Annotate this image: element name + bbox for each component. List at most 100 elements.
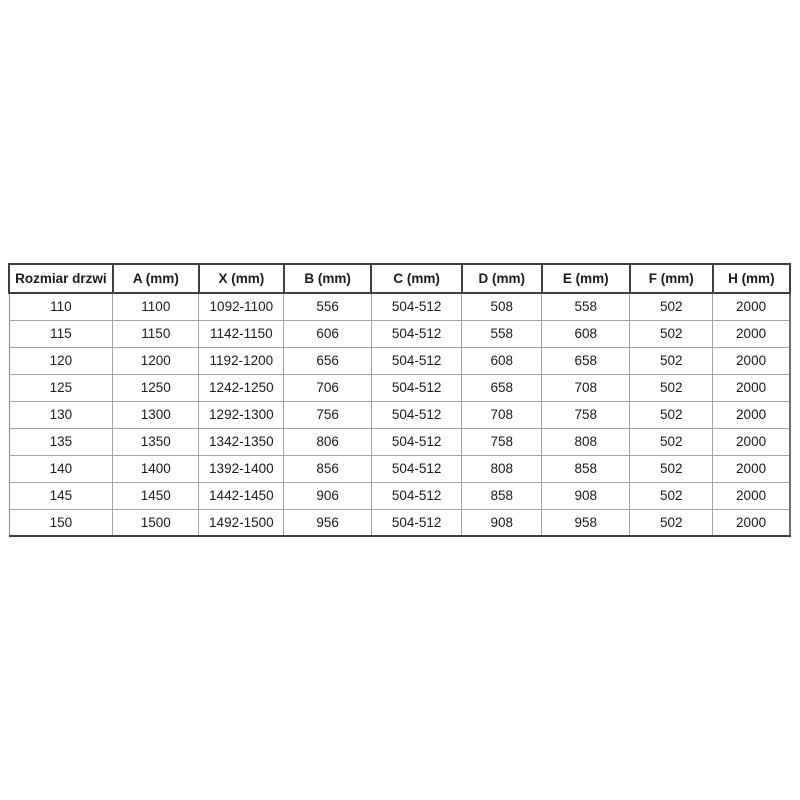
- table-row: 110 1100 1092-1100 556 504-512 508 558 502 2000: [8, 292, 792, 321]
- table-cell: 1200: [112, 346, 200, 375]
- table-cell: 1392-1400: [198, 454, 285, 483]
- table-cell: 608: [461, 346, 543, 375]
- table-cell: 502: [629, 319, 714, 348]
- table-cell: 2000: [712, 346, 792, 375]
- table-cell: 502: [629, 427, 714, 456]
- table-cell: 504-512: [370, 481, 463, 510]
- table-cell: 1192-1200: [198, 346, 285, 375]
- table-cell: 508: [461, 292, 543, 321]
- table-body: 110 1100 1092-1100 556 504-512 508 558 502 2000 1…: [8, 292, 792, 537]
- table-cell: 756: [283, 400, 372, 429]
- table-cell: 502: [629, 373, 714, 402]
- table-cell: 1342-1350: [198, 427, 285, 456]
- table-cell: 758: [461, 427, 543, 456]
- table-cell: 856: [283, 454, 372, 483]
- table-cell: 130: [8, 400, 114, 429]
- table-cell: 1492-1500: [198, 508, 285, 537]
- table-cell: 502: [629, 292, 714, 321]
- table-cell: 502: [629, 508, 714, 537]
- table-cell: 608: [541, 319, 631, 348]
- table-cell: 708: [541, 373, 631, 402]
- table-cell: 908: [541, 481, 631, 510]
- table-row: 130 1300 1292-1300 756 504-512 708 758 502 2000: [8, 400, 792, 429]
- table-cell: 504-512: [370, 373, 463, 402]
- table-cell: 2000: [712, 373, 792, 402]
- table-cell: 115: [8, 319, 114, 348]
- table-cell: 906: [283, 481, 372, 510]
- header-row: Rozmiar drzwi A (mm) X (mm) B (mm) C (mm) D (…: [8, 263, 792, 294]
- table-cell: 2000: [712, 454, 792, 483]
- table-cell: 2000: [712, 400, 792, 429]
- table-cell: 504-512: [370, 319, 463, 348]
- table-cell: 150: [8, 508, 114, 537]
- table-cell: 502: [629, 481, 714, 510]
- column-header: H (mm): [711, 263, 792, 294]
- table-cell: 140: [8, 454, 114, 483]
- table-cell: 135: [8, 427, 114, 456]
- table-row: 125 1250 1242-1250 706 504-512 658 708 502 2000: [8, 373, 792, 402]
- door-size-spec-table: Rozmiar drzwi A (mm) X (mm) B (mm) C (mm) D (…: [8, 263, 792, 537]
- table-cell: 558: [541, 292, 631, 321]
- table-cell: 504-512: [370, 427, 463, 456]
- column-header: X (mm): [197, 263, 285, 294]
- table-cell: 2000: [712, 508, 792, 537]
- column-header: Rozmiar drzwi: [8, 263, 114, 294]
- table-cell: 1242-1250: [198, 373, 285, 402]
- table-cell: 2000: [712, 292, 792, 321]
- column-header: B (mm): [282, 263, 373, 294]
- table-cell: 656: [283, 346, 372, 375]
- table-cell: 1142-1150: [198, 319, 285, 348]
- table-cell: 1400: [112, 454, 200, 483]
- column-header: A (mm): [111, 263, 200, 294]
- column-header: E (mm): [540, 263, 631, 294]
- table-cell: 1350: [112, 427, 200, 456]
- table-cell: 558: [461, 319, 543, 348]
- table-cell: 1442-1450: [198, 481, 285, 510]
- table-cell: 808: [541, 427, 631, 456]
- table-cell: 125: [8, 373, 114, 402]
- table-cell: 658: [541, 346, 631, 375]
- table-cell: 1100: [112, 292, 200, 321]
- table-cell: 504-512: [370, 400, 463, 429]
- table-cell: 502: [629, 346, 714, 375]
- table-cell: 858: [461, 481, 543, 510]
- table-cell: 956: [283, 508, 372, 537]
- table-cell: 806: [283, 427, 372, 456]
- table-header: Rozmiar drzwi A (mm) X (mm) B (mm) C (mm) D (…: [8, 263, 792, 294]
- table-row: 115 1150 1142-1150 606 504-512 558 608 502 2000: [8, 319, 792, 348]
- table-row: 150 1500 1492-1500 956 504-512 908 958 502 2000: [8, 508, 792, 537]
- table-cell: 145: [8, 481, 114, 510]
- table-cell: 758: [541, 400, 631, 429]
- table-cell: 2000: [712, 319, 792, 348]
- table-cell: 2000: [712, 427, 792, 456]
- column-header: D (mm): [460, 263, 543, 294]
- table-cell: 1250: [112, 373, 200, 402]
- spec-table-container: Rozmiar drzwi A (mm) X (mm) B (mm) C (mm) D (…: [8, 263, 792, 537]
- table-cell: 706: [283, 373, 372, 402]
- table-row: 120 1200 1192-1200 656 504-512 608 658 502 2000: [8, 346, 792, 375]
- table-cell: 658: [461, 373, 543, 402]
- table-row: 145 1450 1442-1450 906 504-512 858 908 502 2000: [8, 481, 792, 510]
- table-cell: 1292-1300: [198, 400, 285, 429]
- column-header: C (mm): [370, 263, 463, 294]
- table-cell: 958: [541, 508, 631, 537]
- table-cell: 502: [629, 400, 714, 429]
- table-cell: 606: [283, 319, 372, 348]
- table-cell: 504-512: [370, 454, 463, 483]
- table-cell: 808: [461, 454, 543, 483]
- table-cell: 504-512: [370, 508, 463, 537]
- table-cell: 1092-1100: [198, 292, 285, 321]
- table-cell: 908: [461, 508, 543, 537]
- table-cell: 556: [283, 292, 372, 321]
- table-cell: 1500: [112, 508, 200, 537]
- table-cell: 504-512: [370, 292, 463, 321]
- table-cell: 708: [461, 400, 543, 429]
- table-row: 135 1350 1342-1350 806 504-512 758 808 502 2000: [8, 427, 792, 456]
- table-cell: 2000: [712, 481, 792, 510]
- table-cell: 1300: [112, 400, 200, 429]
- table-cell: 120: [8, 346, 114, 375]
- table-cell: 502: [629, 454, 714, 483]
- table-cell: 1450: [112, 481, 200, 510]
- column-header: F (mm): [628, 263, 714, 294]
- table-cell: 504-512: [370, 346, 463, 375]
